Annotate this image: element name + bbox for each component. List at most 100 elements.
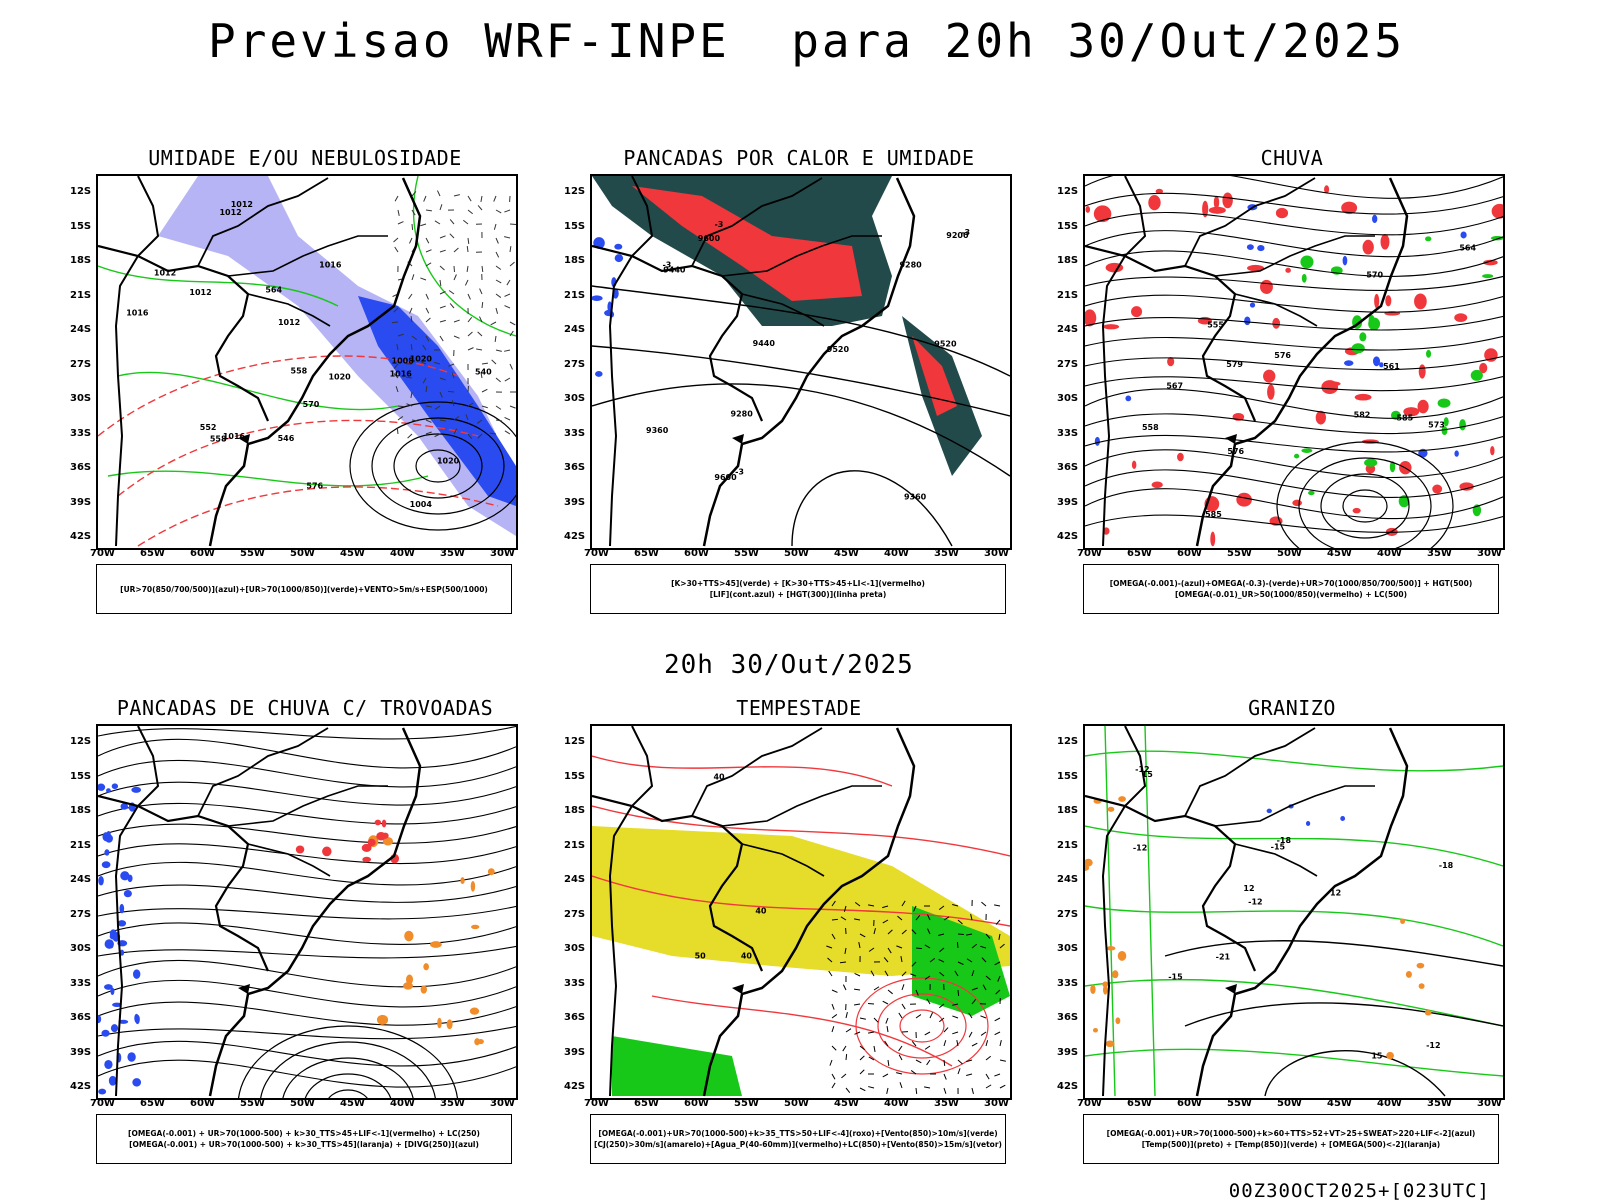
wind-vector — [454, 336, 460, 338]
lat-tick-label: 27S — [1057, 359, 1078, 370]
rain-area-blue — [1250, 302, 1255, 307]
state-border — [1185, 728, 1315, 816]
lif-contour — [615, 254, 623, 262]
lon-tick-label: 65W — [1127, 1098, 1152, 1109]
wind-vector — [398, 210, 399, 216]
lc-250-contour — [326, 1090, 370, 1098]
lon-tick-label: 70W — [1077, 548, 1102, 559]
wind-vector — [846, 1029, 851, 1032]
lat-tick-label: 15S — [1057, 221, 1078, 232]
rain-area-red — [1285, 268, 1291, 273]
divergence-blue — [135, 1015, 140, 1025]
divergence-blue — [109, 944, 113, 948]
wind-vector — [972, 1088, 973, 1094]
lon-tick-label: 55W — [1227, 1098, 1252, 1109]
lon-tick-label: 50W — [290, 1098, 315, 1109]
contour-label: 15 — [1142, 770, 1154, 779]
rain-area-red — [1094, 205, 1112, 222]
wind-vector — [986, 1040, 988, 1046]
country-border — [1085, 246, 1255, 421]
contour-label: 1012 — [219, 208, 241, 217]
wind-vector — [995, 1032, 1000, 1035]
streamline — [1085, 336, 1503, 350]
thunder-red — [362, 857, 371, 862]
contour-label: 12 — [1330, 888, 1341, 897]
rain-area-red — [1263, 370, 1275, 383]
wind-vector — [958, 990, 959, 996]
wind-vector — [510, 322, 515, 325]
wind-vector — [494, 224, 496, 230]
contour-label: 552 — [200, 423, 217, 432]
lat-tick-label: 15S — [1057, 771, 1078, 782]
rain-area-red — [1276, 208, 1288, 218]
contour-label: 1016 — [390, 369, 413, 378]
lat-tick-label: 42S — [1057, 1081, 1078, 1092]
lat-tick-label: 21S — [1057, 290, 1078, 301]
wind-vector — [952, 1032, 958, 1034]
wind-vector — [454, 248, 458, 252]
lon-tick-label: 65W — [634, 548, 659, 559]
lat-tick-label: 27S — [564, 359, 585, 370]
streamline — [98, 844, 516, 864]
wind-vector — [467, 246, 468, 252]
rain-area-blue — [1454, 450, 1458, 456]
panel-title-granizo: GRANIZO — [1043, 696, 1541, 720]
rain-area-red — [1385, 295, 1391, 306]
lon-tick-label: 50W — [290, 548, 315, 559]
wind-vector — [440, 320, 446, 322]
lat-tick-label: 27S — [70, 359, 91, 370]
lat-tick-label: 18S — [70, 805, 91, 816]
wind-vector — [916, 1088, 917, 1094]
lon-tick-label: 60W — [190, 1098, 215, 1109]
contour-label: 558 — [291, 367, 308, 376]
omega-orange — [1106, 946, 1115, 950]
wind-vector — [846, 1012, 847, 1018]
lat-tick-label: 24S — [1057, 324, 1078, 335]
wind-vector — [952, 1016, 958, 1018]
wind-vector — [437, 191, 440, 196]
contour-label: 1020 — [328, 373, 351, 382]
lon-tick-label: 65W — [140, 1098, 165, 1109]
wind-vector — [395, 247, 398, 252]
wind-vector — [412, 274, 414, 280]
divergence-blue — [110, 933, 117, 939]
coastline — [210, 728, 420, 1096]
wind-vector — [846, 1054, 847, 1060]
lat-tick-label: 42S — [1057, 531, 1078, 542]
wind-vector — [454, 320, 460, 322]
lc-850-contour — [900, 1010, 944, 1042]
rain-area-green — [1482, 274, 1493, 278]
wind-vector — [392, 322, 398, 323]
rain-area-red — [1131, 306, 1142, 317]
lon-tick-label: 35W — [440, 548, 465, 559]
wind-vector — [482, 389, 487, 392]
legend-line: [OMEGA(-0.001)+UR>70(1000-500)+k>60+TTS>… — [1084, 1128, 1498, 1139]
contour-label: 564 — [1459, 244, 1476, 253]
thunder-orange — [406, 975, 413, 985]
wind-vector — [972, 1043, 977, 1046]
streamline — [1085, 435, 1503, 451]
contour-label: 1012 — [231, 200, 253, 209]
divergence-blue — [98, 1015, 101, 1023]
lat-tick-label: 30S — [1057, 943, 1078, 954]
lc-850-contour — [592, 756, 892, 786]
wind-vector — [440, 280, 441, 286]
wind-vector — [496, 266, 501, 270]
wind-vector — [482, 302, 483, 308]
lat-tick-label: 30S — [1057, 393, 1078, 404]
hail-blue — [1340, 816, 1345, 821]
lat-tick-label: 12S — [564, 186, 585, 197]
wind-vector — [450, 303, 454, 308]
lon-tick-label: 40W — [390, 1098, 415, 1109]
contour-label: 546 — [278, 434, 295, 443]
contour-label: 9360 — [904, 493, 927, 502]
country-border — [98, 246, 268, 421]
lat-tick-label: 36S — [1057, 462, 1078, 473]
divergence-blue — [127, 1052, 135, 1061]
wind-vector — [874, 1046, 875, 1052]
lon-tick-label: 70W — [90, 548, 115, 559]
wind-vector — [426, 318, 430, 322]
lat-tick-label: 42S — [564, 531, 585, 542]
